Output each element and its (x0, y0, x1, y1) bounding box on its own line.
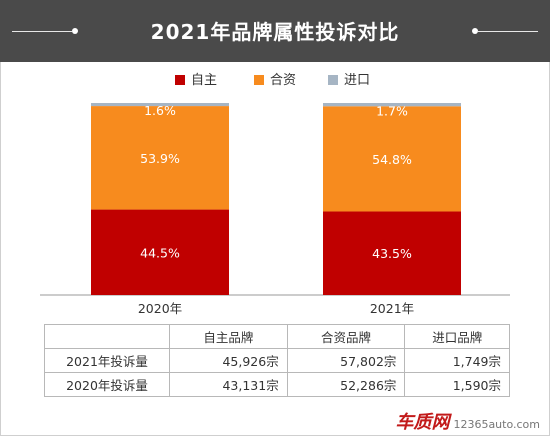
table-header-cell: 自主品牌 (169, 324, 288, 349)
title-bar: 2021年品牌属性投诉对比 (0, 0, 550, 62)
data-label: 54.8% (372, 152, 412, 167)
title-bar-left-dot (72, 28, 78, 34)
table-row: 2020年投诉量 43,131宗 52,286宗 1,590宗 (44, 372, 510, 397)
x-tick-label: 2021年 (370, 301, 414, 316)
bar-segment (91, 209, 229, 295)
table-cell: 57,802宗 (286, 348, 406, 373)
table-row: 2021年投诉量 45,926宗 57,802宗 1,749宗 (44, 348, 510, 373)
bar-segment (323, 211, 461, 295)
data-label: 1.7% (376, 103, 408, 118)
chart-title: 2021年品牌属性投诉对比 (150, 20, 400, 44)
table-cell: 45,926宗 (169, 348, 288, 373)
legend-swatch (175, 75, 185, 85)
data-label: 44.5% (140, 245, 180, 260)
table-header-cell: 合资品牌 (286, 324, 406, 349)
watermark-site: 12365auto.com (453, 418, 540, 431)
table-header-cell (44, 324, 170, 349)
bar-segment (91, 103, 229, 107)
legend-swatch (254, 75, 264, 85)
title-bar-right-line (478, 31, 538, 32)
bar-segment (91, 106, 229, 210)
legend-label: 进口 (344, 73, 370, 88)
data-label: 53.9% (140, 151, 180, 166)
title-bar-left-line (12, 31, 72, 32)
table-row-label: 2021年投诉量 (44, 348, 170, 373)
table-cell: 52,286宗 (286, 372, 406, 397)
legend-swatch (328, 75, 338, 85)
table-cell: 43,131宗 (169, 372, 288, 397)
watermark-logo: 车质网 12365auto.com (395, 408, 540, 433)
stacked-bar-chart: 自主 合资 进口 44.5% 53.9% 1.6% 2020年 43.5% 54.8% 1.7% 2… (40, 73, 510, 316)
bar-segment (323, 103, 461, 107)
x-tick-label: 2020年 (138, 301, 182, 316)
table-cell: 1,749宗 (404, 348, 510, 373)
table-header-row: 自主品牌 合资品牌 进口品牌 (44, 324, 510, 349)
legend-label: 自主 (191, 73, 217, 88)
table-header-cell: 进口品牌 (404, 324, 510, 349)
title-bar-right-dot (472, 28, 478, 34)
bar-segment (323, 106, 461, 212)
data-label: 1.6% (144, 103, 176, 118)
legend-label: 合资 (270, 73, 296, 88)
complaint-count-table: 自主品牌 合资品牌 进口品牌 2021年投诉量 45,926宗 57,802宗 … (44, 324, 510, 397)
table-cell: 1,590宗 (404, 372, 510, 397)
watermark-brand: 车质网 (395, 412, 450, 433)
table-row-label: 2020年投诉量 (44, 372, 170, 397)
data-label: 43.5% (372, 246, 412, 261)
